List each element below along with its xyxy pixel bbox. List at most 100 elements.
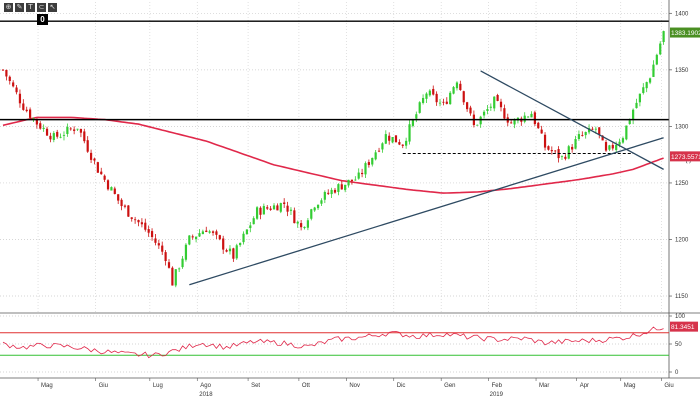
candle (347, 179, 350, 188)
magnet-icon[interactable]: ⊂ (37, 3, 46, 12)
candle-body (259, 207, 262, 215)
candle (245, 229, 249, 235)
candle (29, 107, 32, 119)
crosshair-icon[interactable]: ⊕ (4, 3, 13, 12)
candle (421, 94, 425, 105)
candle-body (547, 146, 550, 150)
candle (405, 137, 408, 149)
oscillator-line (2, 326, 664, 359)
price-tick-label: 1200 (675, 237, 689, 243)
candle (540, 125, 543, 134)
candle (66, 123, 69, 137)
candle (279, 202, 282, 214)
horizontal-levels[interactable] (0, 20, 669, 155)
candle-body (252, 218, 255, 225)
candle-body (638, 93, 641, 103)
candle-body (306, 220, 309, 228)
candle-body (432, 88, 435, 95)
candle-body (388, 135, 391, 141)
candle-body (628, 120, 631, 124)
candle (394, 135, 398, 143)
candle-body (411, 119, 415, 126)
candle-body (110, 187, 113, 191)
candle-body (442, 101, 445, 103)
candle (479, 115, 482, 128)
price-tick-label: 1300 (675, 124, 689, 130)
candle-body (632, 109, 635, 120)
candle (83, 128, 86, 144)
candle (350, 179, 354, 185)
time-tick-label: Nov (349, 383, 360, 389)
candle-body (127, 205, 130, 217)
candle (604, 139, 608, 152)
candle-body (421, 97, 425, 103)
candle-body (337, 184, 340, 192)
time-tick-label: Dic (397, 383, 406, 389)
candle-body (228, 248, 232, 252)
candle (201, 229, 204, 235)
candle (8, 75, 11, 85)
study-badge[interactable]: 0 (37, 14, 48, 25)
candle (527, 116, 530, 118)
pencil-icon[interactable]: ✎ (15, 3, 24, 12)
trendlines[interactable] (189, 70, 664, 286)
candle-body (296, 221, 299, 224)
candle (22, 99, 25, 111)
candle (313, 206, 316, 212)
candle (120, 198, 123, 211)
candle (255, 206, 259, 220)
arrow-icon[interactable]: ↖ (48, 3, 57, 12)
candle (455, 81, 459, 91)
candle-body (15, 87, 18, 93)
candle (310, 208, 313, 221)
time-tick-label: Ott (302, 383, 310, 389)
candle (42, 124, 45, 132)
candle-body (245, 229, 249, 235)
candle-body (496, 95, 499, 101)
candle (137, 219, 140, 227)
candle (228, 245, 232, 255)
candle-body (604, 142, 608, 151)
candle (645, 81, 648, 93)
candle-body (73, 129, 76, 131)
candle-body (147, 229, 150, 233)
candle (269, 205, 272, 211)
candle (100, 167, 103, 175)
candle-body (652, 64, 655, 77)
candle-body (293, 210, 296, 224)
candle-body (455, 82, 459, 89)
candle (398, 139, 401, 146)
text-tool-icon[interactable]: T (26, 3, 35, 12)
oscillator-grid (0, 315, 669, 373)
candle-body (659, 43, 662, 55)
candle (1, 69, 5, 72)
candle (283, 198, 286, 208)
candle (662, 30, 665, 45)
candle-body (316, 204, 320, 209)
time-tick-label: Mag (41, 383, 53, 389)
candle-body (249, 225, 252, 229)
candle-body (93, 158, 96, 161)
candle-body (303, 226, 306, 229)
candle (364, 161, 367, 178)
candle-body (523, 115, 526, 122)
candle (15, 84, 18, 95)
candle-body (164, 252, 167, 262)
price-tick-label: 1350 (675, 68, 689, 74)
candle (520, 116, 523, 126)
candle-body (154, 238, 157, 243)
candle (96, 161, 99, 173)
candle-body (601, 135, 604, 141)
candle (581, 131, 584, 137)
candle-body (18, 93, 22, 104)
candle-body (513, 118, 516, 125)
candle-body (357, 172, 360, 179)
candle (303, 226, 306, 230)
candle (388, 132, 391, 145)
candle (499, 98, 503, 112)
candle (134, 216, 137, 224)
candle (113, 186, 116, 195)
candle (560, 155, 564, 161)
candle (638, 93, 641, 107)
candle-body (611, 144, 614, 149)
